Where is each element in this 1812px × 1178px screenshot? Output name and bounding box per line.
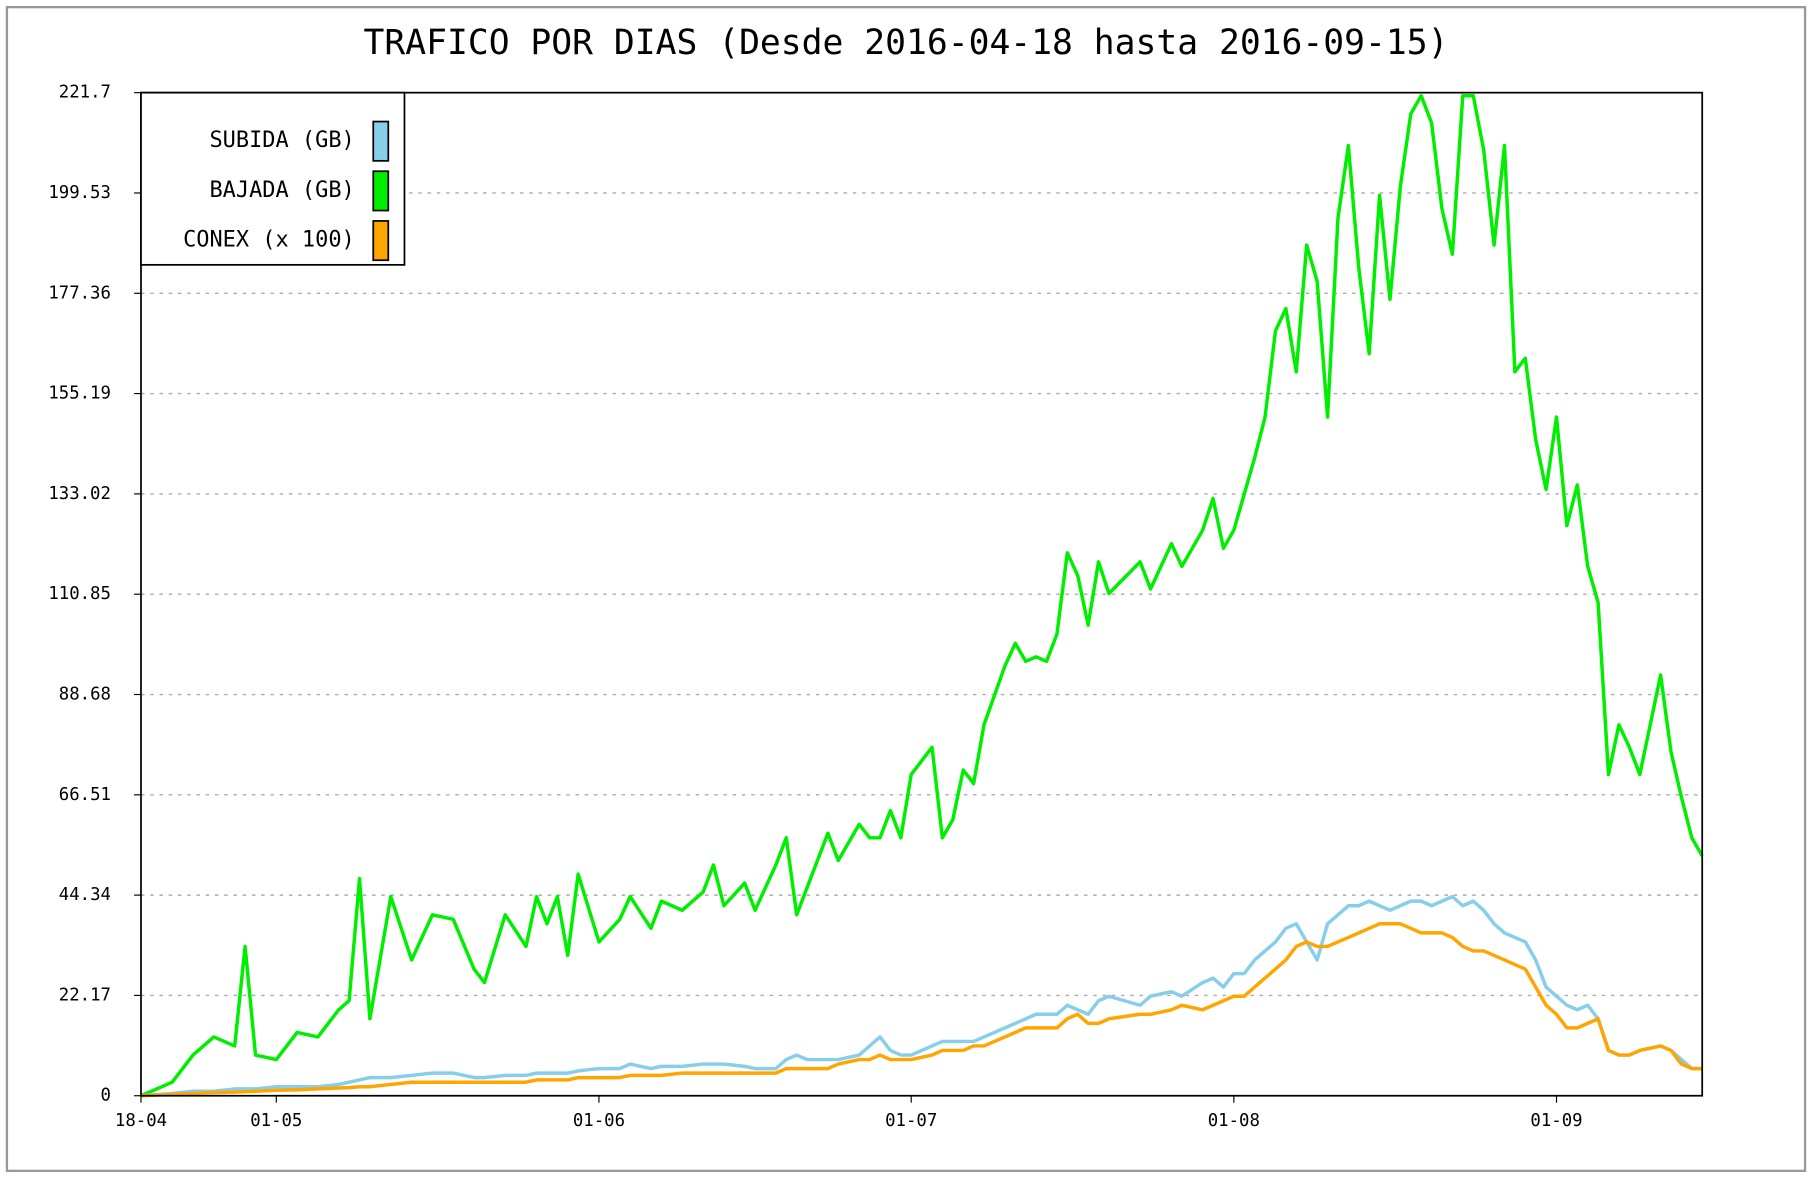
x-tick-label: 01-05 [250,1111,302,1131]
y-tick-label: 110.85 [48,584,111,604]
legend-swatch [372,120,390,162]
y-tick-label: 221.7 [59,83,111,103]
y-tick-label: 44.34 [59,885,111,905]
legend-label: BAJADA (GB) [209,178,354,203]
legend-label: CONEX (x 100) [183,228,355,253]
y-tick-label: 22.17 [59,985,111,1005]
x-tick-label: 01-06 [573,1111,625,1131]
y-tick-label: 66.51 [59,785,111,805]
y-tick-label: 177.36 [48,283,111,303]
y-tick-label: 133.02 [48,484,111,504]
y-tick-label: 88.68 [59,685,111,705]
y-tick-label: 155.19 [48,384,111,404]
x-tick-label: 01-09 [1530,1111,1582,1131]
series-line [140,94,1704,1098]
chart-title: TRAFICO POR DIAS (Desde 2016-04-18 hasta… [364,23,1449,63]
series-line [140,922,1703,1098]
y-tick-label: 199.53 [48,183,111,203]
x-tick-label: 18-04 [115,1111,167,1131]
legend-box [140,91,406,266]
x-tick-label: 01-08 [1208,1111,1260,1131]
legend-label: SUBIDA (GB) [209,128,354,153]
legend-swatch [372,170,390,212]
x-tick-label: 01-07 [885,1111,937,1131]
series-line [140,894,1703,1098]
legend-swatch [372,220,390,262]
y-tick-label: 0 [101,1086,111,1106]
